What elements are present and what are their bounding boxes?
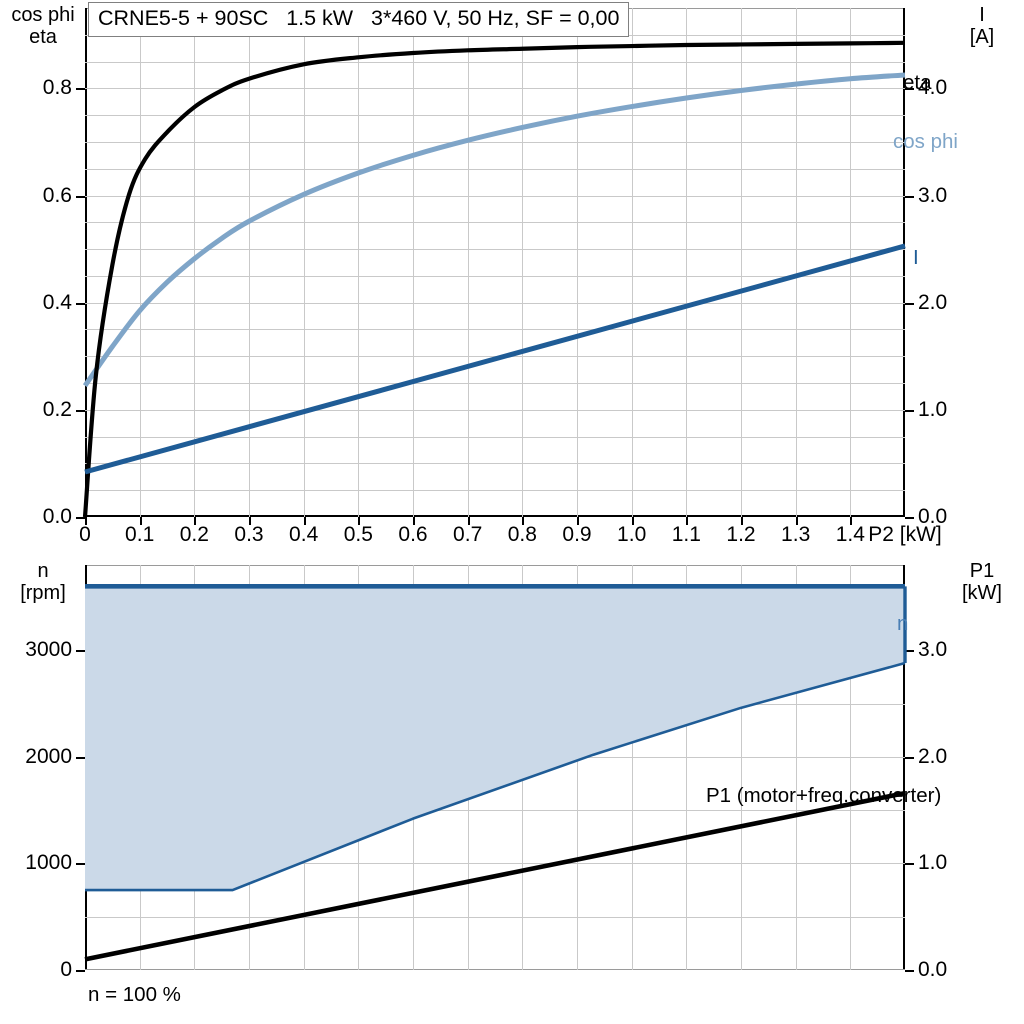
tick-mark-left xyxy=(76,650,85,652)
bottom-left-axis-name: n [rpm] xyxy=(6,560,80,605)
bottom-right-axis-name-line1: P1 xyxy=(950,560,1014,582)
axis-tick-label-left: 0.4 xyxy=(43,291,72,315)
axis-tick-label-bottom: 1.4 xyxy=(836,523,865,547)
tick-mark-right xyxy=(905,757,914,759)
tick-mark-right xyxy=(905,517,914,519)
axis-tick-label-right: 3.0 xyxy=(918,184,947,208)
axis-tick-label-bottom: 0.2 xyxy=(180,523,209,547)
axis-tick-label-left: 0 xyxy=(60,958,72,982)
cos-phi-curve xyxy=(85,75,905,386)
tick-mark-right xyxy=(905,410,914,412)
axis-tick-label-left: 0.8 xyxy=(43,76,72,100)
axis-tick-label-bottom: 1.1 xyxy=(672,523,701,547)
bottom-plot-area: 01000200030000.01.02.03.0 xyxy=(85,565,905,970)
p1-label: P1 (motor+freq.converter) xyxy=(706,784,941,808)
axis-tick-label-bottom: 0.8 xyxy=(508,523,537,547)
axis-tick-label-left: 0.0 xyxy=(43,505,72,529)
bottom-chart: n [rpm] P1 [kW] 01000200030000.01.02.03.… xyxy=(0,552,1024,1024)
footer-note: n = 100 % xyxy=(88,983,181,1007)
tick-mark-right xyxy=(905,863,914,865)
current-curve xyxy=(85,246,905,472)
tick-mark-left xyxy=(76,517,85,519)
axis-tick-label-right: 2.0 xyxy=(918,745,947,769)
axis-tick-label-left: 3000 xyxy=(25,638,72,662)
top-plot-area: 0.00.20.40.60.80.01.02.03.04.000.10.20.3… xyxy=(85,8,905,517)
axis-tick-label-bottom: 1.2 xyxy=(726,523,755,547)
axis-tick-label-right: 1.0 xyxy=(918,851,947,875)
tick-mark-right xyxy=(905,303,914,305)
tick-mark-left xyxy=(76,970,85,972)
axis-tick-label-bottom: 1.0 xyxy=(617,523,646,547)
bottom-right-axis-name: P1 [kW] xyxy=(950,560,1014,605)
axis-tick-label-bottom: 0.9 xyxy=(562,523,591,547)
x-axis-name: P2 [kW] xyxy=(868,523,942,547)
current-label: I xyxy=(913,246,919,270)
axis-tick-label-bottom: 0.5 xyxy=(344,523,373,547)
eta-label: eta xyxy=(903,71,932,95)
tick-mark-left xyxy=(76,863,85,865)
tick-mark-right xyxy=(905,196,914,198)
tick-mark-right xyxy=(905,970,914,972)
top-curves xyxy=(85,8,905,517)
bottom-left-axis-name-line2: [rpm] xyxy=(6,582,80,604)
axis-tick-label-right: 0.0 xyxy=(918,958,947,982)
bottom-curves xyxy=(85,565,905,970)
top-chart: cos phi eta I [A] CRNE5-5 + 90SC 1.5 kW … xyxy=(0,0,1024,545)
speed-band-area xyxy=(85,586,905,890)
bottom-right-axis-name-line2: [kW] xyxy=(950,582,1014,604)
cos-phi-label: cos phi xyxy=(893,130,958,154)
tick-mark-left xyxy=(76,410,85,412)
axis-tick-label-bottom: 0.7 xyxy=(453,523,482,547)
top-right-axis-name: I [A] xyxy=(952,4,1012,49)
axis-tick-label-bottom: 0.6 xyxy=(398,523,427,547)
tick-mark-left xyxy=(76,757,85,759)
axis-tick-label-bottom: 0.3 xyxy=(234,523,263,547)
axis-tick-label-bottom: 1.3 xyxy=(781,523,810,547)
tick-mark-left xyxy=(76,196,85,198)
top-left-axis-name: cos phi eta xyxy=(6,4,80,49)
axis-tick-label-left: 0.6 xyxy=(43,184,72,208)
axis-tick-label-right: 3.0 xyxy=(918,638,947,662)
top-right-axis-name-line2: [A] xyxy=(952,26,1012,48)
top-right-axis-name-line1: I xyxy=(952,4,1012,26)
axis-tick-label-left: 1000 xyxy=(25,851,72,875)
axis-tick-label-bottom: 0.1 xyxy=(125,523,154,547)
axis-tick-label-right: 1.0 xyxy=(918,398,947,422)
axis-tick-label-bottom: 0.4 xyxy=(289,523,318,547)
axis-tick-label-left: 0.2 xyxy=(43,398,72,422)
tick-mark-left xyxy=(76,88,85,90)
axis-tick-label-bottom: 0 xyxy=(79,523,91,547)
axis-tick-label-left: 2000 xyxy=(25,745,72,769)
speed-band-label: n xyxy=(897,612,908,636)
top-left-axis-name-line2: eta xyxy=(6,26,80,48)
chart-title: CRNE5-5 + 90SC 1.5 kW 3*460 V, 50 Hz, SF… xyxy=(88,2,629,37)
bottom-left-axis-name-line1: n xyxy=(6,560,80,582)
axis-tick-label-right: 2.0 xyxy=(918,291,947,315)
chart-page: cos phi eta I [A] CRNE5-5 + 90SC 1.5 kW … xyxy=(0,0,1024,1024)
tick-mark-left xyxy=(76,303,85,305)
top-left-axis-name-line1: cos phi xyxy=(6,4,80,26)
